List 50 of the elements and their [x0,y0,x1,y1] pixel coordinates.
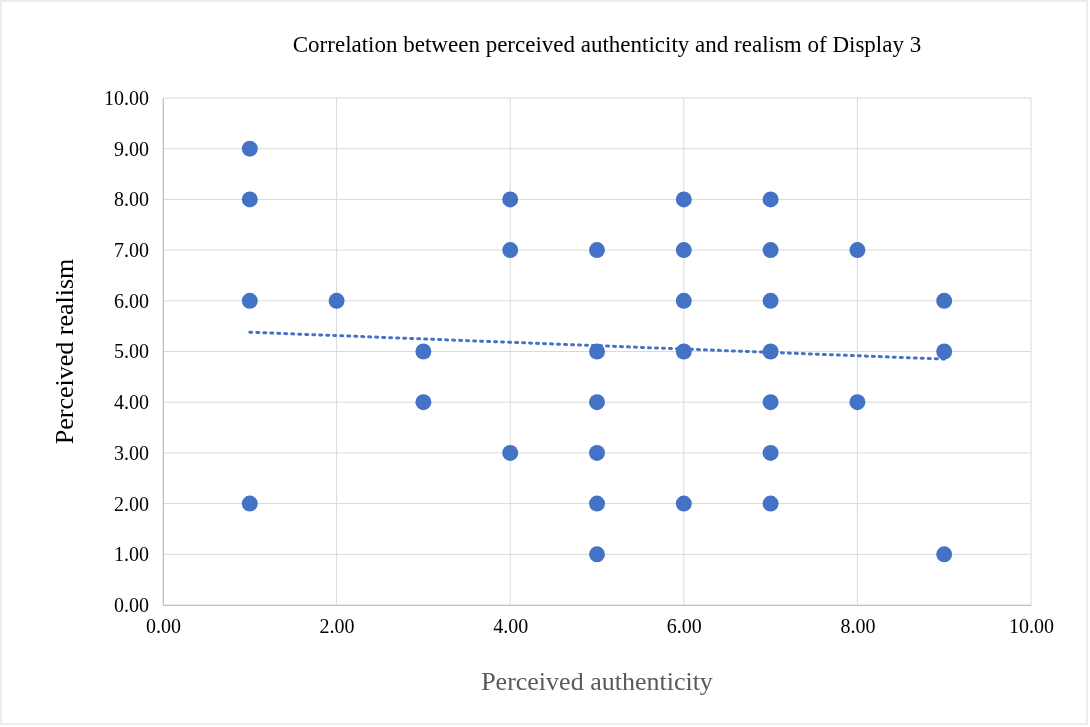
point [589,242,605,259]
point [241,191,258,208]
y-tick-label: 4.00 [114,391,149,414]
point [241,140,258,157]
y-tick-label: 8.00 [114,188,149,211]
x-tick-label: 0.00 [146,615,181,638]
point [589,546,605,563]
point [762,444,779,461]
point [415,394,432,411]
point [936,546,953,563]
y-tick-label: 5.00 [114,340,149,363]
point [502,242,519,259]
point [675,191,692,208]
y-tick-label: 9.00 [114,137,149,160]
point [936,292,953,309]
point [675,242,692,259]
point [328,292,345,309]
point [762,242,779,259]
point [762,191,779,208]
y-tick-label: 3.00 [114,441,149,464]
y-tick-label: 1.00 [114,543,149,566]
x-tick-label: 10.00 [1009,615,1054,638]
x-axis-title: Perceived authenticity [481,667,713,696]
x-tick-label: 8.00 [840,615,876,638]
x-tick-label: 4.00 [493,615,529,638]
chart-title: Correlation between perceived authenticity and realism of Display 3 [292,32,922,57]
point [502,191,519,208]
y-axis-title: Perceived realism [50,258,79,445]
point [415,343,432,360]
point [241,495,258,512]
y-tick-label: 7.00 [114,239,149,261]
point [762,495,779,512]
point [502,444,519,461]
y-tick-label: 6.00 [114,289,149,312]
point [589,495,605,512]
point [589,444,605,461]
point [849,242,866,259]
point [675,495,692,512]
point [675,292,692,309]
point [241,292,258,309]
point [762,394,779,411]
point [589,394,605,411]
x-tick-label: 6.00 [666,615,702,638]
point [849,394,866,411]
y-tick-label: 2.00 [114,492,149,515]
y-tick-label: 10.00 [104,86,149,109]
x-tick-label: 2.00 [319,615,355,638]
y-tick-label: 0.00 [114,593,149,616]
point [762,292,779,309]
point [936,343,953,360]
